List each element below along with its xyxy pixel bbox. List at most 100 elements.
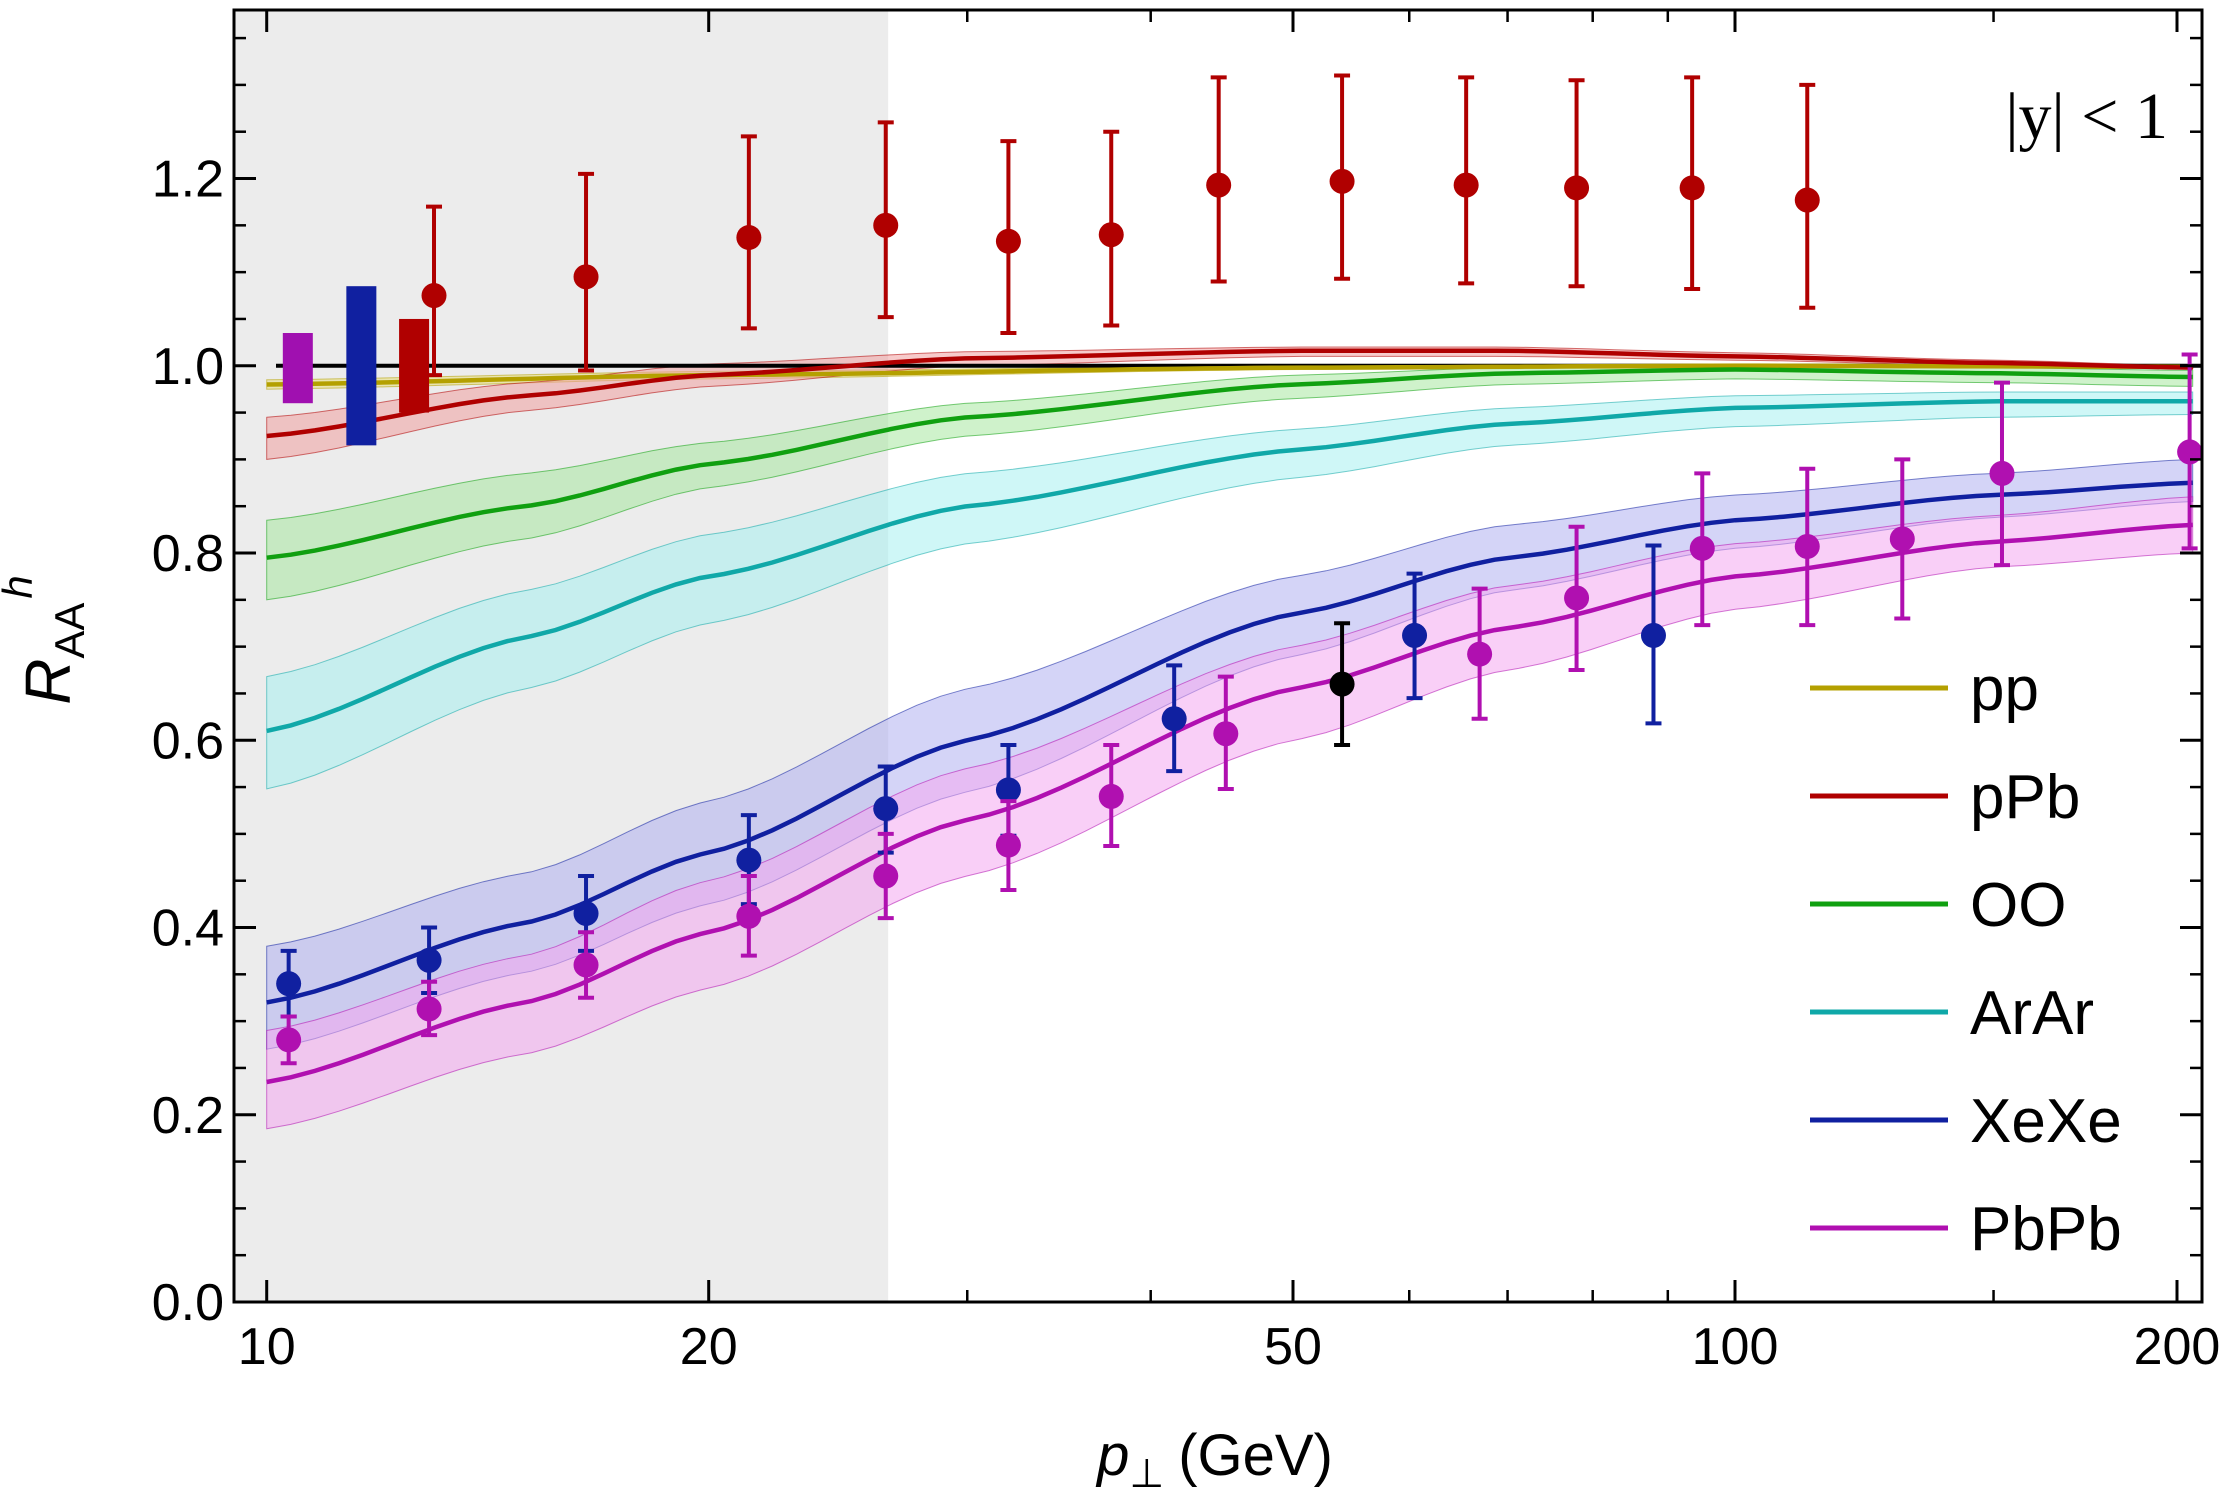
xexe-data-point-5 (873, 764, 899, 855)
x-tick-label-100: 100 (1692, 1318, 1779, 1376)
data-marker (1794, 533, 1820, 559)
y-tick-label-0.6: 0.6 (152, 712, 224, 770)
data-marker (995, 832, 1021, 858)
data-marker (736, 847, 762, 873)
curve-ppb (266, 348, 2193, 439)
legend-label: XeXe (1970, 1087, 2122, 1156)
pbpb-data-point-10 (1564, 524, 1590, 673)
y-tick-label-1.2: 1.2 (152, 151, 224, 209)
data-marker (1213, 721, 1239, 747)
ppb-norm-box (399, 318, 430, 413)
ppb-data-point-12 (1794, 82, 1820, 310)
rapidity-annotation: |y| < 1 (2005, 80, 2168, 153)
xexe-data-point-9 (1640, 543, 1666, 726)
data-marker (1689, 535, 1715, 561)
data-marker (1329, 168, 1355, 194)
data-marker (1679, 175, 1705, 201)
xexe-norm-box (346, 286, 377, 446)
data-marker (1467, 641, 1493, 667)
legend-label: PbPb (1970, 1195, 2122, 1264)
legend-item-arar: ArAr (1810, 979, 2094, 1048)
xexe-data-point-3 (573, 874, 599, 953)
data-marker (1794, 187, 1820, 213)
legend-label: pp (1970, 655, 2039, 724)
data-marker (1098, 222, 1124, 248)
legend-item-xexe: XeXe (1810, 1087, 2122, 1156)
pbpb-data-point-9 (1467, 586, 1493, 721)
data-marker (276, 971, 302, 997)
data-marker (416, 947, 442, 973)
data-marker (1402, 622, 1428, 648)
x-axis-title: p⊥ (GeV) (1095, 1423, 1333, 1492)
y-axis-title-main: R (12, 659, 84, 705)
band-oo (266, 365, 2194, 601)
ppb-data-point-4 (873, 120, 899, 320)
data-marker (421, 283, 447, 309)
pbpb-data-point-11 (1689, 471, 1715, 628)
data-marker (1564, 175, 1590, 201)
ppb-data-point-6 (1098, 129, 1124, 328)
x-axis-title-unit: (GeV) (1178, 1423, 1333, 1488)
xexe-data-point-8 (1402, 571, 1428, 701)
legend-item-pp: pp (1810, 655, 2039, 724)
y-tick-label-0.4: 0.4 (152, 900, 224, 958)
ppb-data-point-10 (1564, 78, 1590, 289)
y-tick-label-0.0: 0.0 (152, 1274, 224, 1332)
data-marker (1161, 706, 1187, 732)
x-tick-label-200: 200 (2134, 1318, 2221, 1376)
curve-pp (266, 363, 2193, 387)
data-marker (1640, 622, 1666, 648)
plot-frame (232, 8, 2204, 1304)
oo-data-point-1 (1329, 621, 1355, 747)
ppb-data-point-8 (1329, 73, 1355, 281)
legend-item-oo: OO (1810, 871, 2066, 940)
data-marker (873, 212, 899, 238)
legend-item-ppb: pPb (1810, 763, 2080, 832)
y-tick-label-1.0: 1.0 (152, 338, 224, 396)
ppb-data-point-9 (1453, 75, 1479, 286)
pbpb-data-point-13 (1889, 457, 1915, 621)
pbpb-data-point-7 (1098, 742, 1124, 849)
pbpb-data-point-2 (416, 979, 442, 1038)
data-marker (2177, 439, 2203, 465)
y-tick-label-0.8: 0.8 (152, 525, 224, 583)
data-marker (573, 900, 599, 926)
pbpb-data-point-5 (873, 831, 899, 921)
x-axis-title-sub: ⊥ (1129, 1452, 1164, 1492)
ppb-data-point-2 (573, 171, 599, 373)
data-marker (995, 228, 1021, 254)
data-marker (1889, 526, 1915, 552)
data-marker (1453, 172, 1479, 198)
y-axis-title: RAAh (0, 575, 93, 705)
data-marker (873, 863, 899, 889)
y-axis-title-sup: h (0, 575, 41, 598)
pbpb-norm-box (282, 333, 313, 404)
xexe-data-point-7 (1161, 663, 1187, 774)
xexe-data-point-4 (736, 813, 762, 907)
data-marker (1989, 460, 2015, 486)
pbpb-data-point-3 (573, 930, 599, 1000)
ppb-data-point-11 (1679, 75, 1705, 291)
data-marker (1329, 671, 1355, 697)
ppb-data-point-1 (421, 204, 447, 378)
legend-label: pPb (1970, 763, 2080, 832)
x-axis-title-main: p (1095, 1423, 1129, 1488)
pbpb-data-point-6 (995, 799, 1021, 893)
ppb-data-point-5 (995, 139, 1021, 335)
legend-item-pbpb: PbPb (1810, 1195, 2122, 1264)
pbpb-data-point-14 (1989, 380, 2015, 568)
data-marker (276, 1027, 302, 1053)
x-tick-label-20: 20 (680, 1318, 738, 1376)
data-marker (736, 225, 762, 251)
xexe-data-point-1 (276, 948, 302, 1019)
ppb-data-point-7 (1206, 75, 1232, 284)
pbpb-data-point-8 (1213, 674, 1239, 791)
data-marker (1206, 172, 1232, 198)
curve-arar (266, 399, 2193, 734)
data-marker (1098, 783, 1124, 809)
x-tick-label-50: 50 (1264, 1318, 1322, 1376)
pbpb-data-point-12 (1794, 466, 1820, 628)
y-axis-title-sub: AA (46, 603, 93, 659)
data-marker (873, 796, 899, 822)
